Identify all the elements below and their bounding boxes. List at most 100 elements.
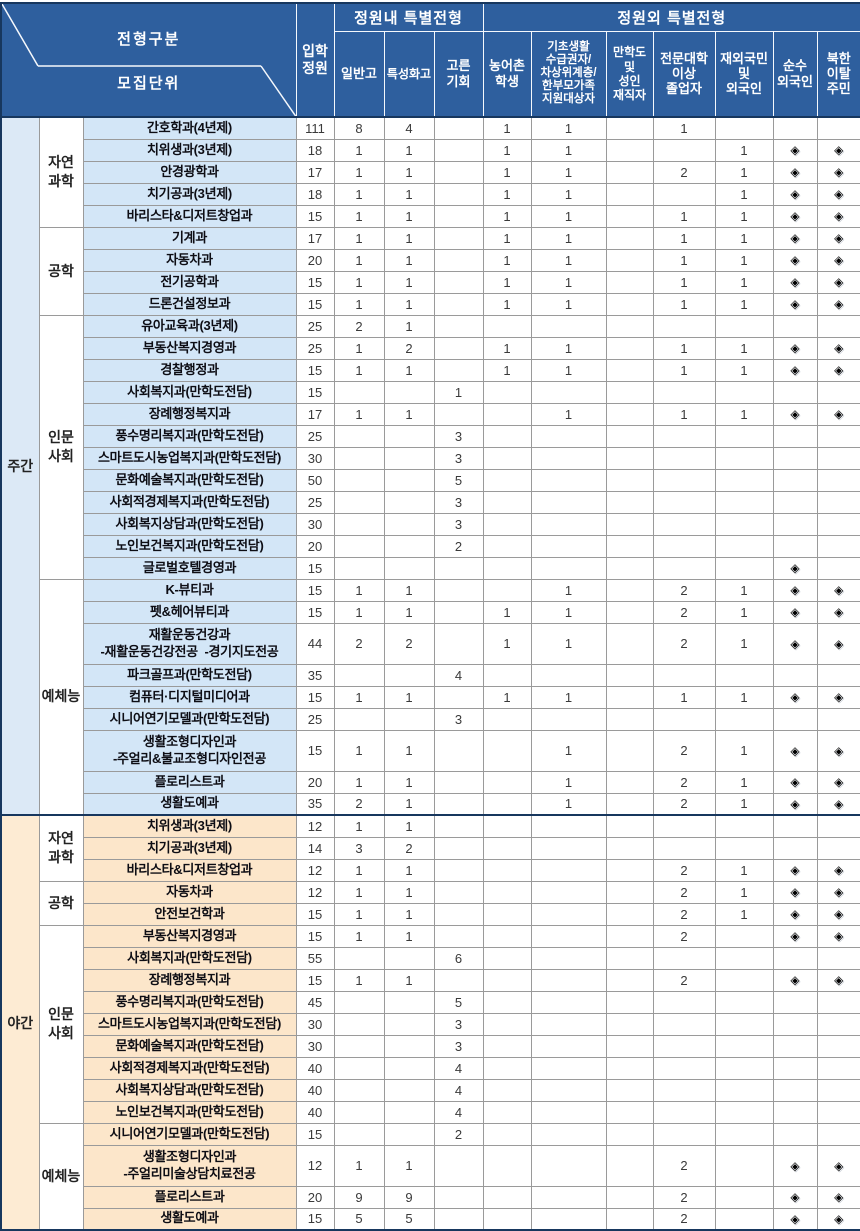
value-cell: [652, 990, 716, 1014]
column-header-college-graduate: 전문대학 이상 졸업자: [652, 30, 716, 118]
value-cell: [482, 578, 532, 602]
value-cell: [652, 1122, 716, 1146]
dept-cell: 펫&헤어뷰티과: [82, 600, 297, 624]
value-cell: 1: [714, 600, 774, 624]
dept-cell: 생활도예과: [82, 792, 297, 816]
value-cell: [482, 770, 532, 794]
value-cell: ◈: [816, 160, 860, 184]
dept-cell: 치기공과(3년제): [82, 182, 297, 206]
value-cell: [605, 858, 654, 882]
value-cell: 5: [333, 1207, 385, 1231]
quota-cell: 14: [295, 836, 335, 860]
value-cell: [714, 1185, 774, 1209]
value-cell: [530, 1122, 607, 1146]
value-cell: [605, 380, 654, 404]
value-cell: [482, 1144, 532, 1187]
value-cell: 1: [383, 770, 435, 794]
quota-cell: 15: [295, 578, 335, 602]
value-cell: [652, 380, 716, 404]
value-cell: 1: [714, 792, 774, 816]
value-cell: [333, 512, 385, 536]
value-cell: ◈: [772, 578, 818, 602]
quota-cell: 40: [295, 1078, 335, 1102]
value-cell: 1: [714, 880, 774, 904]
value-cell: [605, 1012, 654, 1036]
value-cell: [714, 707, 774, 731]
quota-cell: 15: [295, 600, 335, 624]
value-cell: 1: [333, 858, 385, 882]
value-cell: [433, 402, 484, 426]
table-row: 글로벌호텔경영과 15 ◈: [1, 556, 860, 580]
value-cell: [383, 446, 435, 470]
category-cell: 공학: [38, 226, 84, 316]
value-cell: ◈: [772, 160, 818, 184]
value-cell: 1: [383, 729, 435, 772]
dept-cell: 문화예술복지과(만학도전담): [82, 1034, 297, 1058]
value-cell: 3: [433, 424, 484, 448]
value-cell: [433, 792, 484, 816]
value-cell: 1: [333, 160, 385, 184]
value-cell: 1: [482, 204, 532, 228]
value-cell: [816, 116, 860, 140]
dept-cell: 풍수명리복지과(만학도전담): [82, 990, 297, 1014]
column-header-pure-foreigner: 순수 외국인: [772, 30, 818, 118]
value-cell: [816, 1122, 860, 1146]
value-cell: 1: [652, 116, 716, 140]
dept-cell: 사회적경제복지과(만학도전담): [82, 490, 297, 514]
value-cell: [714, 424, 774, 448]
dept-cell: 풍수명리복지과(만학도전담): [82, 424, 297, 448]
value-cell: 2: [652, 792, 716, 816]
value-cell: [482, 1034, 532, 1058]
dept-cell: 생활조형디자인과 -주얼리미술상담치료전공: [82, 1144, 297, 1187]
table-row: 사회적경제복지과(만학도전담) 40 4: [1, 1056, 860, 1080]
value-cell: [652, 1034, 716, 1058]
corner-label-admission-type: 전형구분: [117, 31, 181, 48]
table-row: 사회복지과(만학도전담) 15 1: [1, 380, 860, 404]
value-cell: [482, 534, 532, 558]
value-cell: 1: [383, 314, 435, 338]
value-cell: [605, 424, 654, 448]
table-row: 야간 자연 과학 치위생과(3년제) 12 1 1: [0, 814, 860, 1231]
dept-cell: 생활도예과: [82, 1207, 297, 1231]
table-row: 예체능 시니어연기모델과(만학도전담) 15 2: [1, 1122, 860, 1231]
value-cell: 1: [383, 160, 435, 184]
quota-cell: 30: [295, 1012, 335, 1036]
value-cell: [816, 424, 860, 448]
value-cell: 1: [530, 182, 607, 206]
value-cell: ◈: [772, 138, 818, 162]
dept-cell: 간호학과(4년제): [82, 116, 297, 140]
value-cell: 1: [383, 814, 435, 838]
table-row: 안전보건학과 15 1 1 2 1 ◈ ◈: [1, 902, 860, 926]
value-cell: ◈: [816, 358, 860, 382]
value-cell: 6: [433, 946, 484, 970]
quota-cell: 20: [295, 534, 335, 558]
value-cell: 9: [333, 1185, 385, 1209]
value-cell: [605, 1207, 654, 1231]
value-cell: [383, 1012, 435, 1036]
value-cell: 1: [383, 138, 435, 162]
dept-cell: 사회복지상담과(만학도전담): [82, 1078, 297, 1102]
dept-cell: 기계과: [82, 226, 297, 250]
value-cell: [482, 924, 532, 948]
value-cell: [605, 446, 654, 470]
dept-cell: 글로벌호텔경영과: [82, 556, 297, 580]
value-cell: [433, 685, 484, 709]
table-row: 부동산복지경영과 25 1 2 1 1 1 1 ◈ ◈: [1, 336, 860, 360]
value-cell: 2: [433, 1122, 484, 1146]
value-cell: 1: [530, 204, 607, 228]
value-cell: [714, 814, 774, 838]
value-cell: [333, 468, 385, 492]
table-row: 플로리스트과 20 9 9 2 ◈ ◈: [1, 1185, 860, 1209]
value-cell: [482, 380, 532, 404]
value-cell: [530, 858, 607, 882]
value-cell: [433, 770, 484, 794]
value-cell: [383, 1056, 435, 1080]
value-cell: 3: [433, 1034, 484, 1058]
value-cell: 1: [714, 182, 774, 206]
value-cell: 1: [714, 358, 774, 382]
value-cell: [482, 314, 532, 338]
value-cell: [530, 836, 607, 860]
value-cell: 2: [333, 314, 385, 338]
value-cell: 1: [383, 292, 435, 316]
value-cell: 2: [652, 1185, 716, 1209]
